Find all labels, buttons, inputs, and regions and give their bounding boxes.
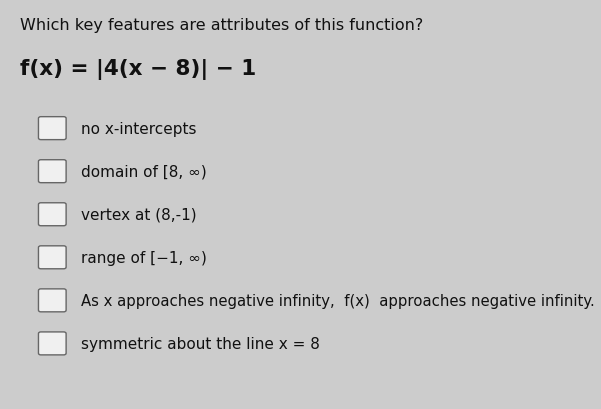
Text: vertex at (8,-1): vertex at (8,-1) <box>81 207 197 222</box>
FancyBboxPatch shape <box>38 117 66 140</box>
FancyBboxPatch shape <box>38 289 66 312</box>
Text: range of [−1, ∞): range of [−1, ∞) <box>81 250 207 265</box>
FancyBboxPatch shape <box>38 160 66 183</box>
FancyBboxPatch shape <box>38 203 66 226</box>
Text: As x approaches negative infinity,  f(x)  approaches negative infinity.: As x approaches negative infinity, f(x) … <box>81 293 595 308</box>
Text: symmetric about the line x = 8: symmetric about the line x = 8 <box>81 336 320 351</box>
Text: domain of [8, ∞): domain of [8, ∞) <box>81 164 207 179</box>
Text: f(x) = |4(x − 8)| − 1: f(x) = |4(x − 8)| − 1 <box>20 59 256 80</box>
Text: Which key features are attributes of this function?: Which key features are attributes of thi… <box>20 18 423 34</box>
FancyBboxPatch shape <box>38 332 66 355</box>
Text: no x-intercepts: no x-intercepts <box>81 121 197 136</box>
FancyBboxPatch shape <box>38 246 66 269</box>
